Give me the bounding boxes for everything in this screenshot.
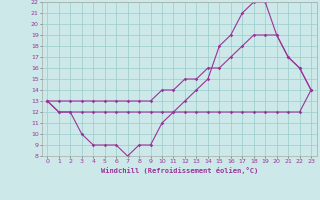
X-axis label: Windchill (Refroidissement éolien,°C): Windchill (Refroidissement éolien,°C)	[100, 167, 258, 174]
